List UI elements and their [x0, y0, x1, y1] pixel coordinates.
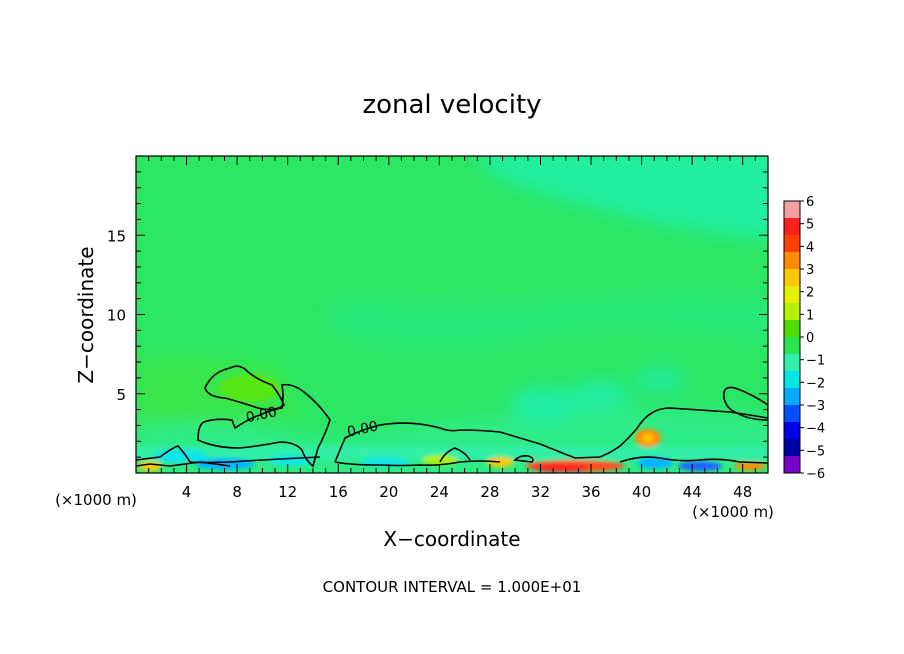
x-axis-ticks: 4 8 12 16 20 24 28 32 36 40 44 48: [148, 156, 756, 501]
colorbar-tick-label: −6: [806, 467, 825, 482]
contour-label: 0.00: [245, 404, 279, 426]
colorbar-swatch: [784, 371, 800, 389]
colorbar-tick-label: 3: [806, 263, 814, 278]
y-tick-label: 5: [116, 386, 126, 404]
x-tick-label: 24: [430, 483, 449, 501]
colorbar-tick-label: −4: [806, 422, 825, 437]
colorbar-swatch: [784, 235, 800, 253]
colorbar-tick-label: −2: [806, 376, 825, 391]
y-tick-label: 15: [107, 227, 126, 245]
y-axis-label: Z−coordinate: [74, 246, 98, 383]
contour-label: 0.00: [346, 418, 380, 440]
colorbar-swatch: [784, 320, 800, 338]
y-tick-label: 10: [107, 307, 126, 325]
colorbar-swatch: [784, 218, 800, 236]
colorbar-tick-label: −1: [806, 354, 825, 369]
x-tick-label: 32: [531, 483, 550, 501]
x-tick-label: 40: [632, 483, 651, 501]
x-axis-unit-left: (×1000 m): [55, 491, 137, 509]
x-tick-label: 8: [232, 483, 242, 501]
x-tick-label: 16: [329, 483, 348, 501]
x-tick-label: 12: [278, 483, 297, 501]
x-tick-label: 48: [733, 483, 752, 501]
x-tick-label: 44: [683, 483, 702, 501]
contour-interval-footer: CONTOUR INTERVAL = 1.000E+01: [323, 578, 582, 596]
colorbar-tick-label: −5: [806, 444, 825, 459]
colorbar-swatch: [784, 422, 800, 440]
zero-contour-lines: [136, 365, 768, 468]
x-tick-label: 36: [581, 483, 600, 501]
colorbar-swatch: [784, 405, 800, 423]
colorbar-swatch: [784, 354, 800, 372]
colorbar-swatch: [784, 303, 800, 321]
colorbar-swatch: [784, 337, 800, 355]
colorbar-swatch: [784, 201, 800, 219]
colorbar-swatch: [784, 269, 800, 287]
x-tick-label: 20: [379, 483, 398, 501]
colorbar-tick-label: 6: [806, 195, 814, 210]
colorbar-tick-label: 2: [806, 286, 814, 301]
colorbar: 6 5 4 3 2 1 0 −1 −2 −3 −4 −5 −6: [783, 195, 825, 482]
x-axis-label: X−coordinate: [383, 527, 520, 551]
colorbar-swatch: [784, 252, 800, 270]
colorbar-swatch: [784, 439, 800, 457]
colorbar-tick-label: 5: [806, 218, 814, 233]
x-tick-label: 4: [182, 483, 192, 501]
colorbar-swatch: [784, 456, 800, 474]
x-axis-unit-right: (×1000 m): [692, 503, 774, 521]
y-axis-ticks: 5 10 15: [107, 171, 768, 458]
colorbar-swatch: [784, 286, 800, 304]
colorbar-tick-label: 0: [806, 331, 814, 346]
velocity-field-surface: [136, 374, 768, 472]
colorbar-tick-label: 1: [806, 308, 814, 323]
contour-labels: 0.00 0.00: [245, 404, 380, 440]
chart-title: zonal velocity: [362, 90, 541, 120]
plot-area: 0.00 0.00: [136, 156, 768, 473]
x-tick-label: 28: [480, 483, 499, 501]
colorbar-tick-label: −3: [806, 399, 825, 414]
colorbar-swatch: [784, 388, 800, 406]
colorbar-tick-label: 4: [806, 240, 814, 255]
